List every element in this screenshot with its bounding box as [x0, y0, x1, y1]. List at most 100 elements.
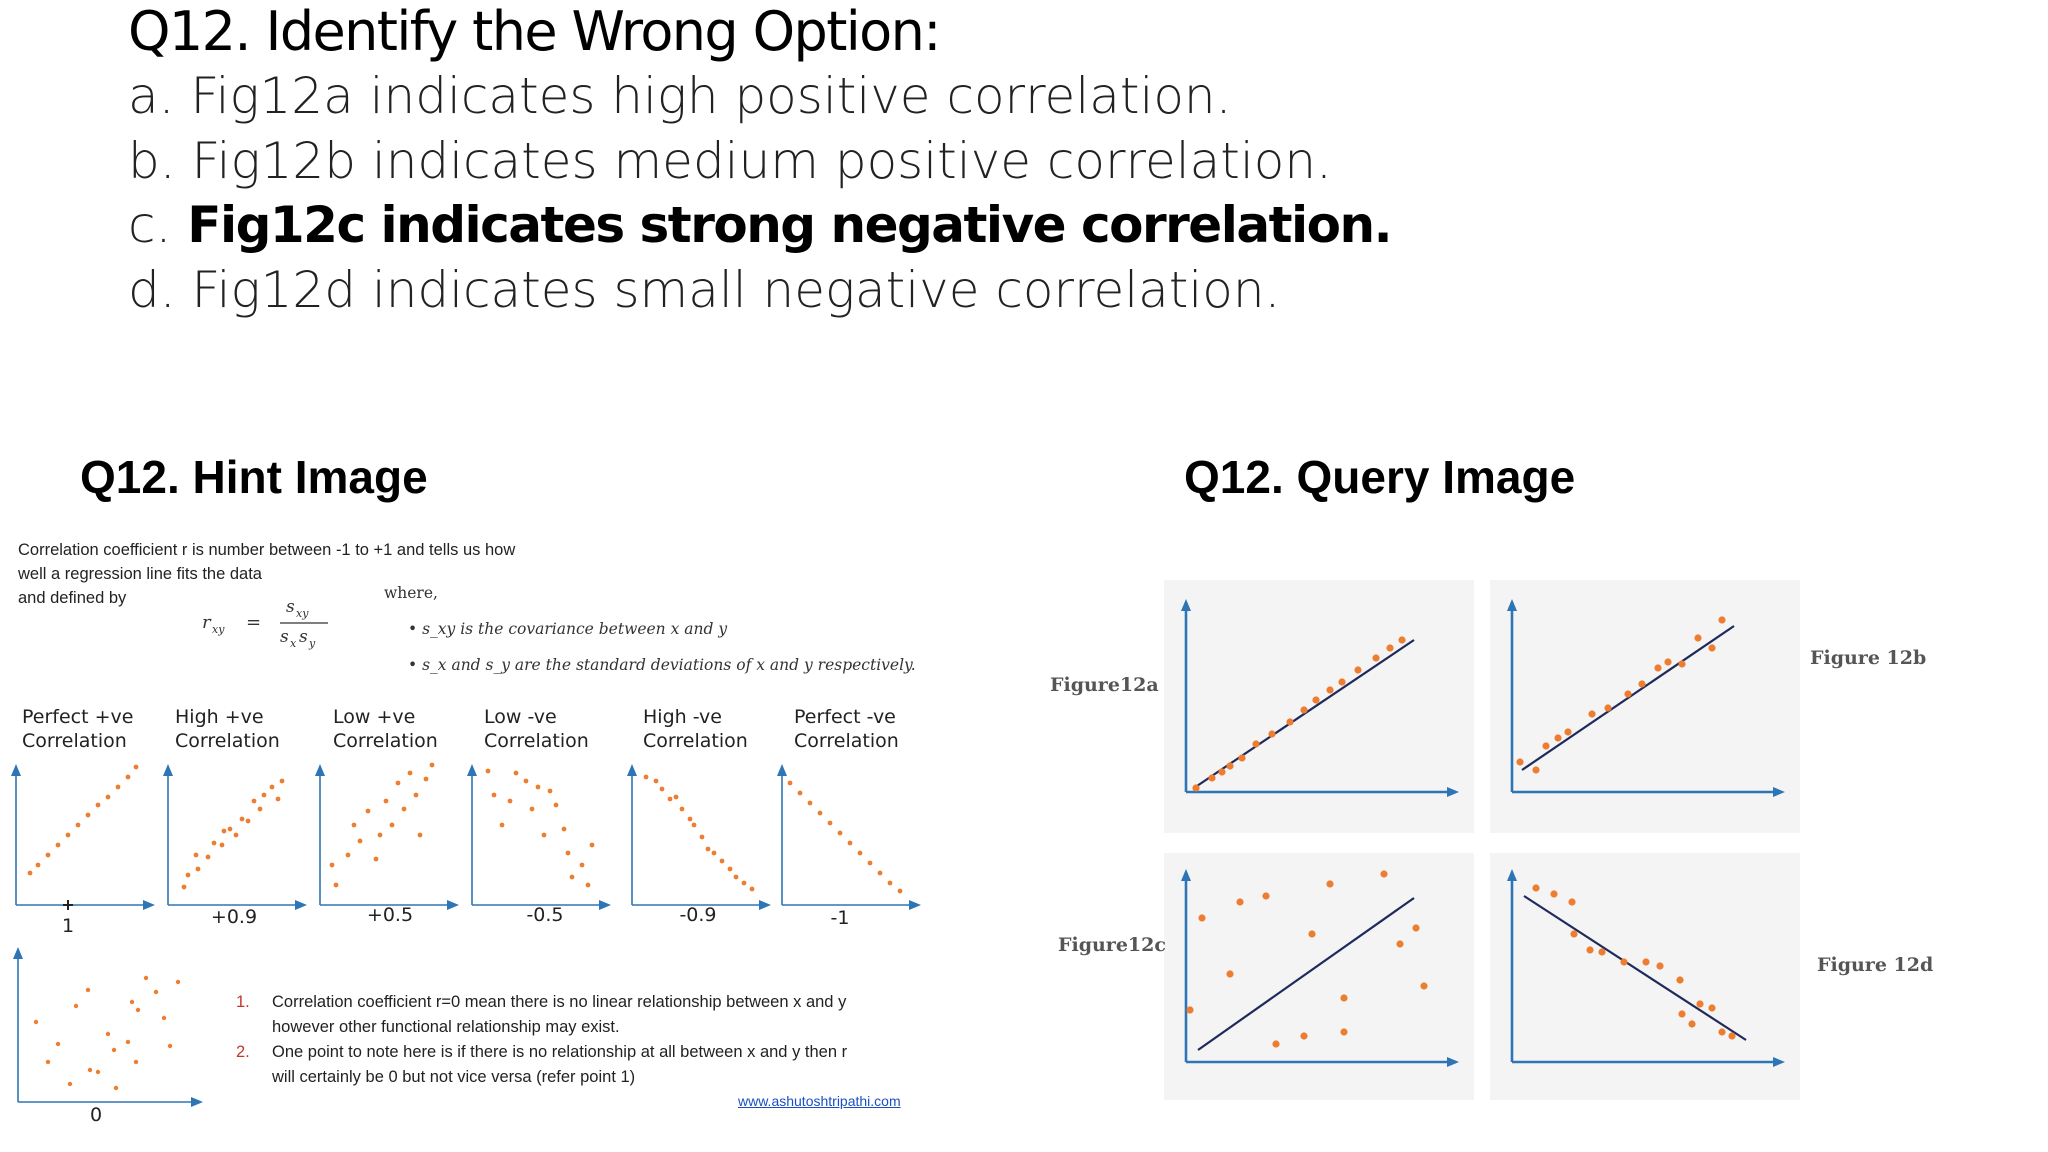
hint-perfect-pos-point — [95, 802, 101, 808]
hint-zero-point — [33, 1019, 39, 1025]
plot-label-high-neg: High -ve Correlation — [643, 706, 748, 752]
figure12b-x-arrow — [1773, 787, 1785, 797]
hint-low-neg-point — [561, 826, 567, 832]
figure12d-label: Figure 12d — [1817, 954, 1934, 976]
figure12c-regression-line — [1197, 897, 1415, 1051]
figure12c-point — [1340, 1028, 1348, 1036]
figure12a-point — [1252, 740, 1260, 748]
hint-high-pos-point — [251, 798, 257, 804]
option-a: a. Fig12a indicates high positive correl… — [128, 64, 1232, 128]
formula-den-sub1: x — [290, 637, 297, 650]
hint-low-pos-point — [373, 856, 379, 862]
hint-low-pos-point — [377, 832, 383, 838]
hint-scatter-plots — [11, 762, 921, 910]
figure12a-x-arrow — [1447, 787, 1459, 797]
note-1-text: Correlation coefficient r=0 mean there i… — [272, 993, 847, 1011]
figure12c-point — [1198, 914, 1206, 922]
hint-high-pos-point — [227, 826, 233, 832]
figure12d-x-arrow — [1773, 1057, 1785, 1067]
hint-high-pos-point — [221, 828, 227, 834]
hint-zero-point — [167, 1043, 173, 1049]
formula-den-a: s — [280, 627, 289, 647]
figure12c-panel — [1164, 853, 1474, 1100]
figure12a-point — [1312, 696, 1320, 704]
figure12a-y-arrow — [1181, 599, 1191, 611]
figure12c-point — [1326, 880, 1334, 888]
hint-high-neg-point — [733, 874, 739, 880]
figure12d-point — [1620, 958, 1628, 966]
hint-high-pos-point — [211, 840, 217, 846]
figure12b-point — [1664, 658, 1672, 666]
figure12d-point — [1676, 976, 1684, 984]
formula-equals: = — [246, 612, 261, 633]
hint-zero-point — [85, 987, 91, 993]
hint-high-pos-point — [275, 796, 281, 802]
note-2-number: 2. — [236, 1043, 250, 1061]
hint-low-pos-point — [365, 808, 371, 814]
figure12b-point — [1708, 644, 1716, 652]
hint-low-pos-x-arrow — [447, 900, 459, 910]
hint-high-neg-point — [667, 796, 673, 802]
hint-zero-point — [143, 975, 149, 981]
option-c-prefix: c. — [128, 196, 172, 254]
figure12c-point — [1236, 898, 1244, 906]
hint-low-neg-point — [535, 784, 541, 790]
hint-low-pos-point — [417, 832, 423, 838]
hint-high-neg-point — [687, 816, 693, 822]
hint-perfect-pos-y-arrow — [11, 764, 21, 776]
figure12b-regression-line — [1521, 625, 1735, 771]
plot-label-perfect-neg: Perfect -ve Correlation — [794, 706, 899, 752]
hint-zero-point — [95, 1069, 101, 1075]
hint-zero-point — [161, 1015, 167, 1021]
hint-perfect-neg-y-arrow — [777, 764, 787, 776]
hint-high-neg-point — [727, 866, 733, 872]
hint-perfect-pos-point — [65, 832, 71, 838]
figure12b-point — [1554, 734, 1562, 742]
hint-high-pos-x-arrow — [295, 900, 307, 910]
query-title: Q12. Query Image — [1184, 451, 1576, 503]
formula-den-b: s — [299, 627, 308, 647]
hint-low-neg-point — [569, 874, 575, 880]
figure12a-point — [1192, 784, 1200, 792]
hint-high-pos-point — [269, 784, 275, 790]
hint-high-neg-point — [643, 774, 649, 780]
figure12d-point — [1688, 1020, 1696, 1028]
hint-low-neg-point — [585, 882, 591, 888]
figure12c-point — [1340, 994, 1348, 1002]
hint-perfect-neg-point — [867, 860, 873, 866]
figure12a-point — [1208, 774, 1216, 782]
hint-zero-point — [73, 1003, 79, 1009]
hint-perfect-pos-point — [115, 784, 121, 790]
figure12d-point — [1568, 898, 1576, 906]
figure12a-point — [1326, 686, 1334, 694]
hint-high-neg-y-arrow — [627, 764, 637, 776]
figure12a-point — [1372, 654, 1380, 662]
source-link[interactable]: www.ashutoshtripathi.com — [738, 1093, 901, 1109]
hint-high-neg-point — [711, 850, 717, 856]
hint-high-neg-point — [691, 822, 697, 828]
figure12c-point — [1420, 982, 1428, 990]
figure12c-point — [1412, 924, 1420, 932]
hint-perfect-pos-point — [45, 852, 51, 858]
correlation-formula: r xy = s xy s x s y — [202, 597, 328, 650]
plot-value-low-neg: -0.5 — [526, 904, 564, 926]
hint-perfect-pos-point — [105, 794, 111, 800]
hint-perfect-neg-point — [847, 840, 853, 846]
formula-bullet-1-text: s_xy is the covariance between x and y — [422, 620, 728, 638]
formula-bullet-2: • s_x and s_y are the standard deviation… — [408, 656, 916, 674]
plot-value-low-pos: +0.5 — [366, 904, 414, 926]
hint-perfect-pos-point — [75, 822, 81, 828]
formula-den-sub2: y — [308, 637, 316, 650]
figure12b-point — [1718, 616, 1726, 624]
figure12a-point — [1218, 768, 1226, 776]
formula-bullet-2-text: s_x and s_y are the standard deviations … — [422, 656, 916, 674]
figure12c-point — [1272, 1040, 1280, 1048]
hint-zero-point — [125, 1039, 131, 1045]
plot-label-high-pos: High +ve Correlation — [175, 706, 280, 752]
hint-low-neg-y-arrow — [467, 764, 477, 776]
hint-low-neg-point — [485, 768, 491, 774]
hint-perfect-neg-point — [897, 888, 903, 894]
formula-bullet-1: • s_xy is the covariance between x and y — [408, 620, 728, 638]
hint-notes: 1. Correlation coefficient r=0 mean there… — [236, 990, 847, 1090]
note-1-line1: 1. Correlation coefficient r=0 mean there… — [236, 990, 847, 1015]
